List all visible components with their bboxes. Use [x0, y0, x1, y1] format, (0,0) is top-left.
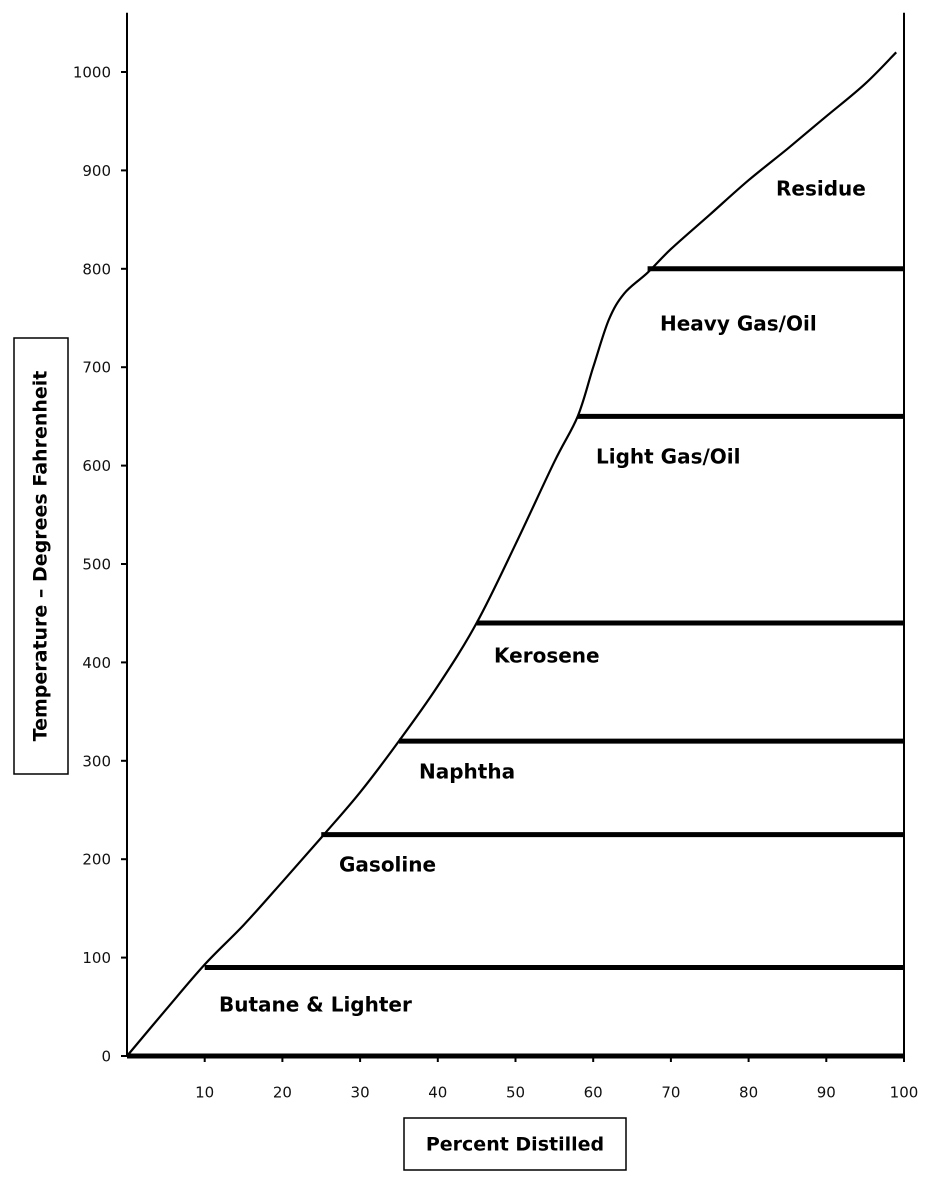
x-tick-labels: 10 20 30 40 50 60 70 80 90 100 — [195, 1056, 918, 1102]
y-tick-label: 200 — [82, 851, 111, 869]
x-tick-label: 10 — [195, 1084, 214, 1102]
y-tick-label: 900 — [82, 162, 111, 180]
x-tick-label: 60 — [584, 1084, 603, 1102]
y-tick-label: 700 — [82, 359, 111, 377]
fraction-label: Heavy Gas/Oil — [660, 312, 817, 336]
x-axis-title-box: Percent Distilled — [403, 1117, 627, 1171]
y-tick-label: 300 — [82, 752, 111, 770]
x-tick-label: 40 — [428, 1084, 447, 1102]
x-axis-title: Percent Distilled — [426, 1134, 604, 1156]
distillation-curve — [126, 51, 897, 1057]
y-tick-label: 100 — [82, 949, 111, 967]
y-tick-label: 400 — [82, 654, 111, 672]
y-axis-title-box: Temperature – Degrees Fahrenheit — [13, 337, 69, 775]
x-tick-label: 50 — [506, 1084, 525, 1102]
fraction-label: Light Gas/Oil — [596, 445, 741, 469]
y-tick-labels: 0 100 200 300 400 500 600 700 800 900 1000 — [73, 64, 127, 1066]
y-tick-label: 1000 — [73, 64, 111, 82]
y-tick-label: 600 — [82, 457, 111, 475]
fraction-cut-lines — [204, 266, 905, 970]
x-tick-label: 20 — [273, 1084, 292, 1102]
axes — [126, 12, 905, 1060]
fraction-label: Butane & Lighter — [219, 993, 412, 1017]
y-axis-title: Temperature – Degrees Fahrenheit — [30, 371, 52, 742]
y-tick-label: 500 — [82, 556, 111, 574]
fraction-label: Naphtha — [419, 760, 515, 784]
fraction-label: Residue — [776, 177, 866, 201]
x-tick-label: 100 — [890, 1084, 919, 1102]
x-tick-label: 30 — [351, 1084, 370, 1102]
x-tick-label: 70 — [661, 1084, 680, 1102]
x-tick-label: 90 — [817, 1084, 836, 1102]
y-tick-label: 0 — [101, 1048, 111, 1066]
fraction-labels: Butane & Lighter Gasoline Naphtha Kerosene L… — [219, 177, 866, 1017]
fraction-label: Kerosene — [494, 644, 600, 668]
fraction-label: Gasoline — [339, 853, 436, 877]
x-tick-label: 80 — [739, 1084, 758, 1102]
y-tick-label: 800 — [82, 260, 111, 278]
